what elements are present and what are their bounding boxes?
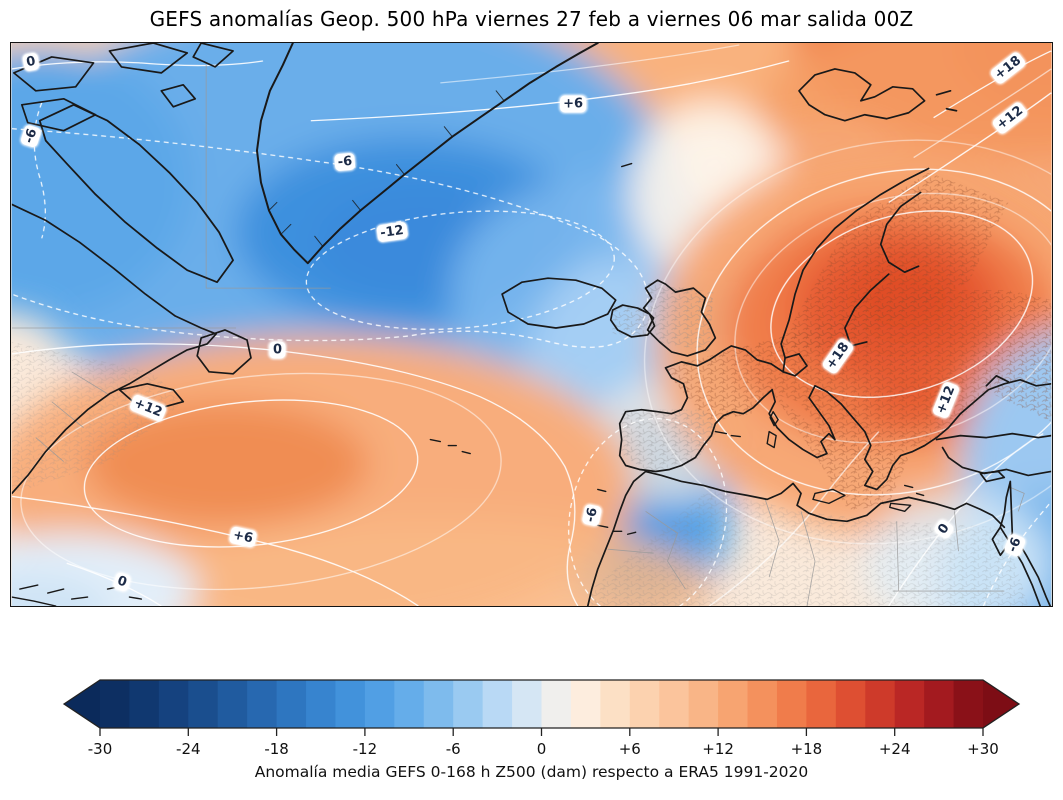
colorbar-tick-label: +24 [879, 740, 911, 758]
colorbar-segment [306, 680, 337, 728]
contour-label: +6 [560, 95, 587, 113]
colorbar-segment [600, 680, 631, 728]
colorbar-tick-label: +6 [619, 740, 641, 758]
colorbar-segment [423, 680, 454, 728]
colorbar-segment [247, 680, 278, 728]
colorbar-segment [570, 680, 601, 728]
anomaly-map: 0 -6 +6 +18 +12 -6 -12 0 +12 +18 +12 +6 0 -6 0 -6 [10, 42, 1053, 607]
colorbar-segment [835, 680, 866, 728]
contour-label: -12 [376, 221, 408, 243]
colorbar-segment [129, 680, 160, 728]
colorbar-segment [512, 680, 543, 728]
colorbar-tick-label: -6 [446, 740, 461, 758]
colorbar-extend-left [64, 680, 100, 728]
colorbar-tick-label: -12 [353, 740, 378, 758]
colorbar-tick-label: -18 [264, 740, 289, 758]
colorbar-segment [217, 680, 248, 728]
colorbar-caption: Anomalía media GEFS 0-168 h Z500 (dam) r… [254, 763, 809, 781]
colorbar-tick-label: +12 [702, 740, 734, 758]
colorbar-segment [453, 680, 484, 728]
contour-label: 0 [269, 341, 286, 359]
colorbar-segment [718, 680, 749, 728]
colorbar-segment [629, 680, 660, 728]
colorbar-segment [806, 680, 837, 728]
colorbar-segment [394, 680, 425, 728]
colorbar-segment [747, 680, 778, 728]
colorbar-segment [865, 680, 896, 728]
colorbar-tick-label: -24 [176, 740, 201, 758]
colorbar-tick-label: 0 [537, 740, 547, 758]
colorbar-tick-label: +18 [791, 740, 823, 758]
colorbar-segment [100, 680, 131, 728]
colorbar-segment [335, 680, 366, 728]
colorbar-segment [482, 680, 513, 728]
colorbar-segment [188, 680, 219, 728]
colorbar-segment [158, 680, 189, 728]
colorbar-tick-label: +30 [967, 740, 999, 758]
page-title: GEFS anomalías Geop. 500 hPa viernes 27 … [149, 7, 914, 31]
contour-lines-positive [11, 44, 1052, 606]
colorbar-segment [276, 680, 307, 728]
colorbar-segment [894, 680, 925, 728]
admin-borders [11, 64, 1025, 606]
contour-label: -6 [334, 152, 357, 172]
colorbar-segment [776, 680, 807, 728]
colorbar-tick-label: -30 [88, 740, 113, 758]
colorbar-segment [364, 680, 395, 728]
colorbar-extend-right [983, 680, 1019, 728]
colorbar-segment [688, 680, 719, 728]
colorbar-segment [953, 680, 984, 728]
colorbar-segment [541, 680, 572, 728]
contour-label: 0 [21, 51, 40, 72]
colorbar-segment [924, 680, 955, 728]
map-canvas [11, 43, 1052, 606]
colorbar-segment [659, 680, 690, 728]
colorbar: -30 -24 -18 -12 -6 0 +6 +12 +18 +24 +30 [62, 679, 1021, 758]
